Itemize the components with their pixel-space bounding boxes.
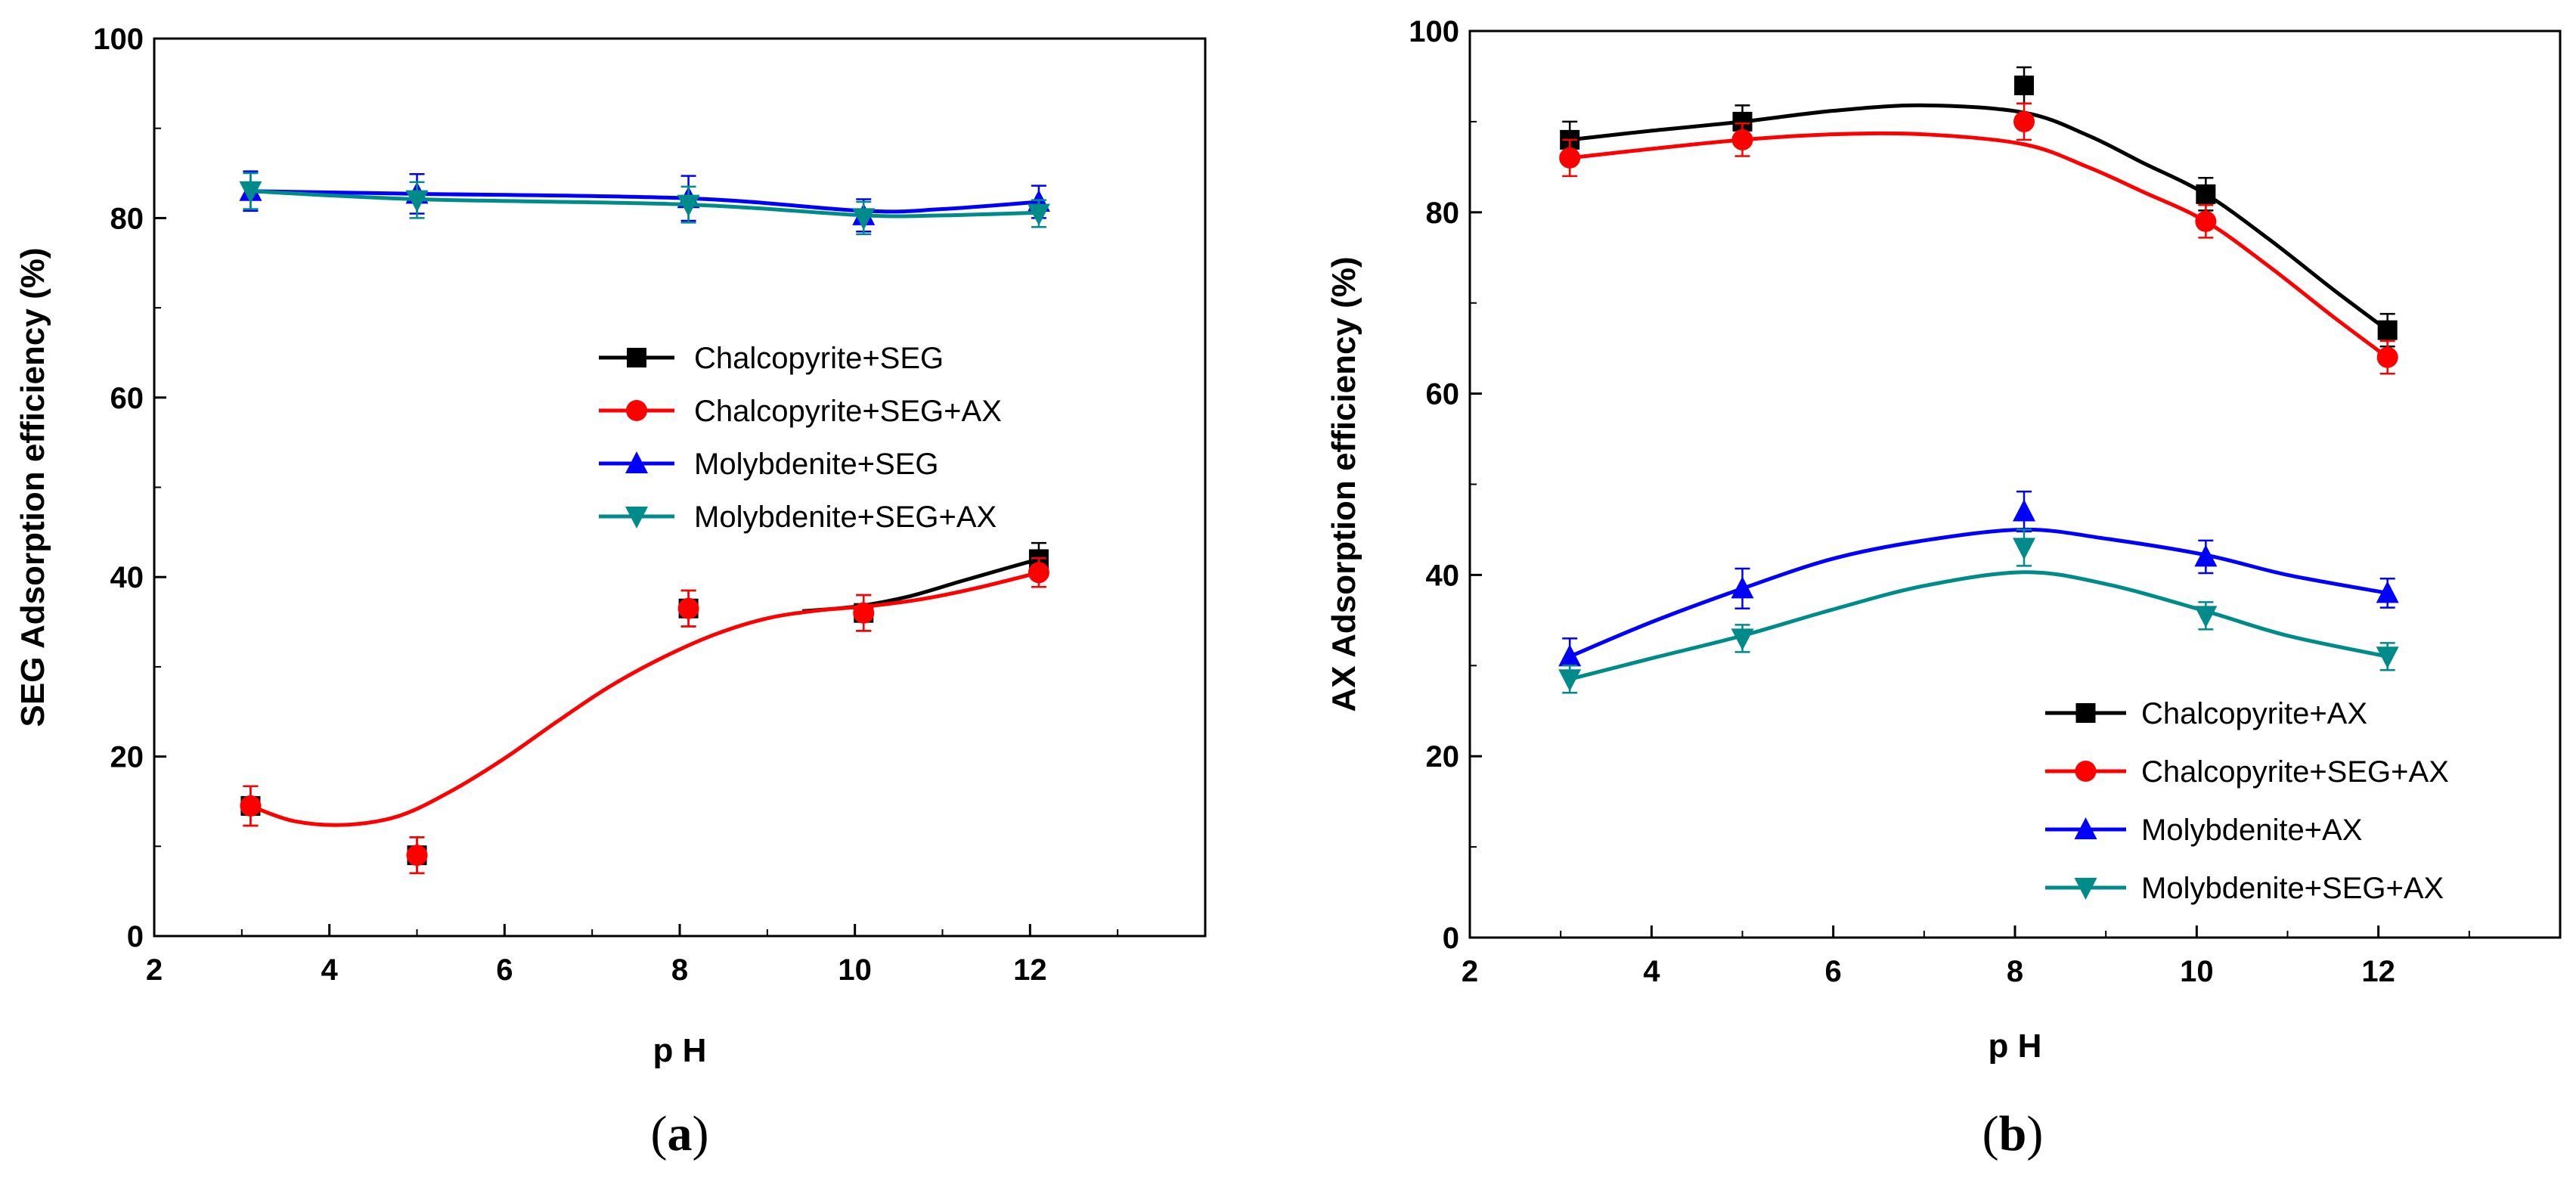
y-tick-label: 80 — [1426, 197, 1460, 230]
x-tick-label: 10 — [838, 953, 872, 987]
series-chalcopyrite-seg-ax — [240, 557, 1049, 875]
series-molybdenite-seg-ax — [1558, 529, 2399, 694]
y-axis-label: SEG Adsorption efficiency (%) — [14, 247, 51, 727]
series-line — [250, 570, 1040, 827]
data-point — [240, 795, 262, 817]
x-tick-label: 2 — [1462, 955, 1478, 988]
data-point — [1559, 147, 1581, 169]
x-tick-label: 8 — [671, 953, 688, 987]
x-tick-label: 6 — [1825, 955, 1842, 988]
data-point — [677, 597, 699, 619]
plot-frame — [153, 37, 1207, 938]
y-axis-label: AX Adsorption efficiency (%) — [1325, 256, 1362, 711]
data-point — [2196, 184, 2216, 204]
legend-marker — [2074, 878, 2097, 900]
legend-entry-chalcopyrite-ax: Chalcopyrite+AX — [2141, 697, 2367, 730]
legend-entry-molybdenite-seg-ax: Molybdenite+SEG+AX — [2141, 872, 2444, 905]
data-point — [2376, 346, 2398, 368]
data-point — [852, 208, 876, 231]
x-tick-label: 4 — [321, 953, 339, 987]
series-chalcopyrite-ax — [1560, 66, 2398, 348]
x-tick-label: 2 — [146, 953, 163, 987]
chart-panel-b: 2 4 6 8 10 12 0 20 40 60 80 100 p H AX Adsorption eff… — [1325, 15, 2562, 1161]
data-point — [2376, 646, 2399, 669]
x-axis-label: p H — [1989, 1028, 2042, 1065]
panel-label: (a) — [651, 1106, 709, 1161]
data-point — [1558, 644, 1582, 667]
legend: Chalcopyrite+SEG Chalcopyrite+SEG+AX Molyb… — [599, 342, 1002, 534]
legend-entry-chalcopyrite-seg-ax: Chalcopyrite+SEG+AX — [2141, 755, 2449, 789]
data-point — [1731, 129, 1753, 150]
y-tick-label: 40 — [1426, 559, 1460, 592]
y-tick-label: 20 — [1426, 740, 1460, 773]
data-point — [677, 194, 700, 217]
data-point — [1558, 669, 1582, 692]
series-line — [801, 557, 1040, 613]
legend-marker — [2075, 703, 2096, 723]
series-line — [1569, 527, 2388, 659]
legend-entry-molybdenite-seg-ax: Molybdenite+SEG+AX — [694, 501, 997, 534]
x-tick-label: 6 — [496, 953, 513, 987]
data-point — [2195, 210, 2217, 232]
data-point — [1028, 562, 1049, 584]
data-point — [1731, 628, 1754, 651]
y-tick-label: 20 — [110, 741, 144, 774]
x-tick-label: 12 — [1013, 953, 1047, 987]
x-tick-label: 10 — [2180, 955, 2214, 988]
data-point — [2194, 544, 2218, 567]
plot-frame — [1468, 29, 2562, 939]
data-point — [239, 181, 262, 203]
y-tick-label: 60 — [110, 382, 144, 415]
y-tick-label: 80 — [110, 202, 144, 235]
series-line — [1569, 131, 2389, 359]
series-molybdenite-seg — [239, 170, 1050, 233]
y-tick-label: 0 — [127, 920, 144, 953]
legend-marker — [627, 348, 646, 367]
data-point — [406, 845, 428, 866]
legend: Chalcopyrite+AX Chalcopyrite+SEG+AX Molybd… — [2045, 697, 2449, 905]
data-point — [1027, 203, 1050, 226]
data-point — [2013, 499, 2036, 522]
data-point — [1731, 576, 1754, 599]
y-tick-label: 60 — [1426, 378, 1460, 411]
x-axis-label: p H — [653, 1032, 707, 1069]
series-line — [1569, 103, 2389, 332]
series-chalcopyrite-seg-ax — [1559, 102, 2398, 375]
data-point — [2377, 320, 2398, 340]
series-line — [250, 189, 1040, 214]
series-molybdenite-seg-ax — [239, 172, 1050, 236]
chart-panel-a: 2 4 6 8 10 12 0 20 40 60 80 100 p H SEG Adsorption ef… — [14, 23, 1207, 1161]
x-tick-label: 12 — [2361, 955, 2395, 988]
y-tick-label: 40 — [110, 561, 144, 594]
legend-marker — [2074, 817, 2097, 839]
x-tick-label: 8 — [2007, 955, 2023, 988]
data-point — [2013, 538, 2036, 560]
y-tick-label: 0 — [1443, 922, 1459, 955]
y-tick-label: 100 — [93, 23, 144, 56]
data-point — [2013, 110, 2035, 132]
legend-entry-molybdenite-seg: Molybdenite+SEG — [694, 448, 939, 481]
legend-marker — [625, 507, 648, 529]
series-molybdenite-ax — [1558, 490, 2399, 676]
legend-marker — [625, 451, 648, 473]
data-point — [2014, 75, 2035, 95]
series-line — [250, 189, 1039, 219]
x-tick-label: 4 — [1643, 955, 1660, 988]
legend-marker — [626, 400, 647, 421]
legend-entry-molybdenite-ax: Molybdenite+AX — [2141, 814, 2362, 847]
series-line — [1569, 570, 2388, 681]
data-point — [2194, 606, 2218, 628]
data-point — [853, 602, 875, 624]
legend-entry-chalcopyrite-seg-ax: Chalcopyrite+SEG+AX — [694, 395, 1002, 428]
panel-label: (b) — [1982, 1106, 2044, 1161]
data-point — [405, 190, 429, 212]
legend-entry-chalcopyrite-seg: Chalcopyrite+SEG — [694, 342, 944, 375]
legend-marker — [2075, 761, 2097, 782]
data-point — [2376, 581, 2399, 603]
y-tick-label: 100 — [1409, 15, 1459, 48]
